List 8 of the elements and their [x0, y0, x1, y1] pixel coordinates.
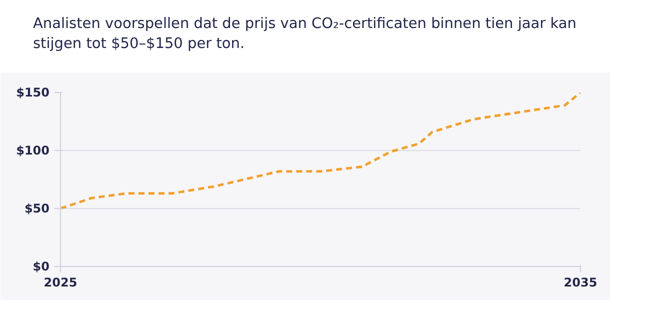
x-tick-label: 2025	[44, 276, 78, 290]
y-tick-label: $0	[32, 260, 50, 274]
y-tick-label: $50	[24, 202, 50, 216]
line-series	[60, 92, 580, 210]
y-tick-label: $100	[16, 144, 50, 158]
chart-title: Analisten voorspellen dat de prijs van CO₂-certificaten binnen tien jaar kan stijgen tot $50–$150 per ton.	[33, 15, 578, 54]
y-tick-label: $150	[16, 86, 50, 100]
x-tick-label: 2035	[564, 276, 598, 290]
